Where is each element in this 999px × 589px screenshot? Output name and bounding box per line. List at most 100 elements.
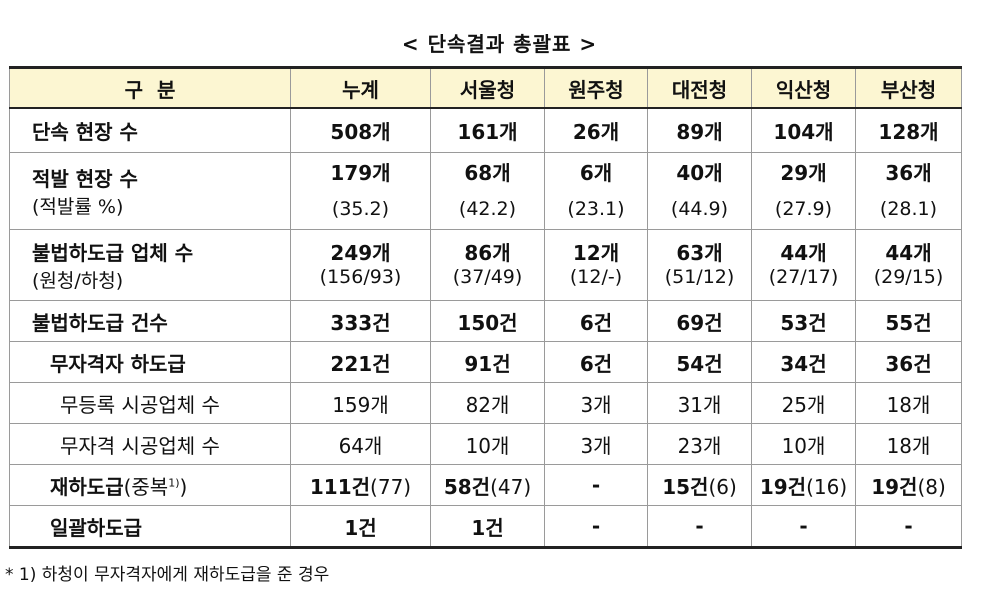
table-cell: 29개 (27.9): [751, 152, 856, 230]
cell-value: 15건: [662, 474, 709, 499]
header-daejeon: 대전청: [647, 66, 752, 109]
table-cell: 10개: [430, 423, 545, 465]
table-cell: 3개: [544, 382, 648, 424]
table-cell: 53건: [751, 300, 856, 342]
row-label: 무자격자 하도급: [9, 341, 291, 383]
cell-value: 86개: [464, 240, 511, 265]
cell-subvalue: (44.9): [670, 197, 729, 220]
table-cell: -: [647, 505, 752, 549]
table-cell: 18개: [855, 382, 962, 424]
row-label: 무등록 시공업체 수: [9, 382, 291, 424]
table-cell: 1건: [290, 505, 431, 549]
cell-value: 40개: [676, 160, 723, 185]
table-cell: 508개: [290, 107, 431, 153]
table-cell: 333건: [290, 300, 431, 342]
table-cell: 69건: [647, 300, 752, 342]
cell-value: 179개: [330, 160, 391, 185]
table-cell: 89개: [647, 107, 752, 153]
table-cell: 55건: [855, 300, 962, 342]
header-category: 구 분: [9, 66, 291, 109]
table-row: 불법하도급 업체 수 (원청/하청) 249개 (156/93) 86개 (37/4…: [9, 229, 962, 301]
table-cell: 36개 (28.1): [855, 152, 962, 230]
table-cell: 128개: [855, 107, 962, 153]
header-wonju: 원주청: [544, 66, 648, 109]
cell-subvalue: (156/93): [319, 265, 402, 288]
cell-extra: (47): [490, 474, 532, 499]
cell-value: 36개: [885, 160, 932, 185]
table-cell: 86개 (37/49): [430, 229, 545, 301]
table-cell: 68개 (42.2): [430, 152, 545, 230]
table-cell: 26개: [544, 107, 648, 153]
cell-subvalue: (37/49): [452, 265, 523, 288]
table-cell: 44개 (29/15): [855, 229, 962, 301]
cell-value: 12개: [572, 240, 620, 265]
table-cell: 44개 (27/17): [751, 229, 856, 301]
row-label-cell: 불법하도급 업체 수 (원청/하청): [9, 229, 291, 301]
table-cell: 6건: [544, 341, 648, 383]
header-seoul: 서울청: [430, 66, 545, 109]
table-cell: 159개: [290, 382, 431, 424]
row-label: 불법하도급 건수: [9, 300, 291, 342]
table-cell: 3개: [544, 423, 648, 465]
cell-value: 63개: [676, 240, 723, 265]
cell-value: 19건: [759, 474, 807, 499]
table-cell: 36건: [855, 341, 962, 383]
table-cell: 104개: [751, 107, 856, 153]
table-cell: 1건: [430, 505, 545, 549]
table-cell: 6개 (23.1): [544, 152, 648, 230]
cell-subvalue: (28.1): [879, 197, 938, 220]
table-cell: 25개: [751, 382, 856, 424]
table-cell: 12개 (12/-): [544, 229, 648, 301]
cell-value: 44개: [780, 240, 827, 265]
table-cell: 6건: [544, 300, 648, 342]
row-label-cell: 적발 현장 수 (적발률 %): [9, 152, 291, 230]
table-row: 무자격 시공업체 수 64개 10개 3개 23개 10개 18개: [9, 423, 962, 465]
table-cell: 63개 (51/12): [647, 229, 752, 301]
table-cell: 19건(8): [855, 464, 962, 506]
cell-subvalue: (42.2): [458, 197, 517, 220]
cell-extra: (8): [917, 474, 946, 499]
cell-subvalue: (35.2): [331, 197, 390, 220]
table-cell: 179개 (35.2): [290, 152, 431, 230]
row-label: 단속 현장 수: [9, 107, 291, 153]
cell-subvalue: (23.1): [567, 197, 625, 220]
table-row: 불법하도급 건수 333건 150건 6건 69건 53건 55건: [9, 300, 962, 342]
footnote: * 1) 하청이 무자격자에게 재하도급을 준 경우: [5, 565, 330, 585]
table-cell: 82개: [430, 382, 545, 424]
row-sublabel: (적발률 %): [32, 196, 124, 218]
cell-extra: (77): [370, 474, 412, 499]
row-label: 일괄하도급: [9, 505, 291, 549]
row-label-suffix: (중복: [123, 474, 169, 499]
footnote-marker: 1): [168, 475, 180, 489]
cell-value: 6개: [579, 160, 613, 185]
cell-extra: (16): [806, 474, 848, 499]
table-cell: -: [751, 505, 856, 549]
cell-value: 111건: [309, 474, 371, 499]
table-cell: -: [544, 505, 648, 549]
row-label-cell: 재하도급(중복1)): [9, 464, 291, 506]
header-iksan: 익산청: [751, 66, 856, 109]
table-cell: 34건: [751, 341, 856, 383]
row-label-close: ): [179, 474, 188, 499]
table-cell: 111건(77): [290, 464, 431, 506]
header-row: 구 분 누계 서울청 원주청 대전청 익산청 부산청: [9, 66, 962, 109]
cell-subvalue: (27.9): [774, 197, 833, 220]
cell-value: 68개: [464, 160, 511, 185]
cell-value: 58건: [443, 474, 491, 499]
cell-subvalue: (51/12): [664, 265, 735, 288]
table-cell: 249개 (156/93): [290, 229, 431, 301]
cell-extra: (6): [708, 474, 737, 499]
cell-subvalue: (27/17): [768, 265, 839, 288]
table-cell: 40개 (44.9): [647, 152, 752, 230]
cell-value: 44개: [885, 240, 932, 265]
row-label: 재하도급: [50, 474, 124, 499]
table-cell: -: [855, 505, 962, 549]
table-cell: 19건(16): [751, 464, 856, 506]
table-cell: 15건(6): [647, 464, 752, 506]
row-sublabel: (원청/하청): [32, 270, 124, 292]
cell-value: 19건: [871, 474, 918, 499]
table-row: 무자격자 하도급 221건 91건 6건 54건 34건 36건: [9, 341, 962, 383]
table-cell: 23개: [647, 423, 752, 465]
cell-value: 29개: [780, 160, 827, 185]
table-cell: 18개: [855, 423, 962, 465]
